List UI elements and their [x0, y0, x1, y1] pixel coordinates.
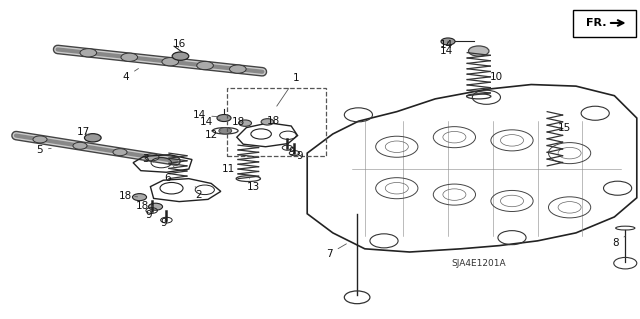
Text: 4: 4: [123, 69, 138, 82]
Text: 14: 14: [440, 42, 452, 56]
Text: 10: 10: [490, 71, 502, 82]
Text: 18: 18: [268, 115, 280, 126]
Text: 7: 7: [326, 244, 346, 259]
Circle shape: [196, 61, 213, 70]
Text: 9: 9: [289, 146, 295, 157]
Circle shape: [441, 38, 455, 45]
Text: 9: 9: [160, 218, 166, 228]
Circle shape: [113, 149, 127, 156]
Text: 13: 13: [247, 179, 260, 192]
Circle shape: [132, 194, 147, 201]
Text: 12: 12: [205, 130, 221, 140]
Text: 18: 18: [119, 191, 138, 201]
Text: 5: 5: [36, 145, 51, 155]
Circle shape: [162, 57, 179, 66]
Text: 1: 1: [276, 73, 299, 106]
Circle shape: [217, 115, 231, 122]
Text: 8: 8: [612, 236, 625, 248]
Circle shape: [121, 53, 138, 61]
Text: 14: 14: [440, 40, 453, 50]
Text: 6: 6: [164, 166, 174, 183]
Circle shape: [33, 136, 47, 143]
Circle shape: [468, 46, 489, 56]
Text: 14: 14: [193, 110, 218, 121]
Circle shape: [84, 134, 101, 142]
Text: 18: 18: [232, 117, 244, 127]
Circle shape: [230, 65, 246, 73]
Text: 3: 3: [143, 154, 154, 164]
Text: 16: 16: [173, 39, 186, 49]
Text: FR.: FR.: [586, 18, 607, 28]
Text: 17: 17: [77, 127, 90, 137]
Circle shape: [145, 154, 159, 161]
Text: 11: 11: [222, 164, 241, 174]
FancyBboxPatch shape: [573, 10, 636, 37]
Circle shape: [239, 120, 252, 126]
Text: SJA4E1201A: SJA4E1201A: [451, 259, 506, 268]
Circle shape: [80, 48, 97, 57]
Text: 9: 9: [296, 151, 303, 161]
Circle shape: [261, 119, 274, 125]
Circle shape: [219, 128, 232, 134]
Circle shape: [172, 52, 189, 60]
Text: 9: 9: [146, 210, 152, 220]
Text: 15: 15: [558, 122, 571, 133]
Text: 14: 14: [200, 117, 220, 127]
Circle shape: [148, 203, 163, 210]
Circle shape: [73, 142, 87, 149]
Text: 18: 18: [136, 201, 154, 211]
Text: 2: 2: [195, 187, 202, 200]
